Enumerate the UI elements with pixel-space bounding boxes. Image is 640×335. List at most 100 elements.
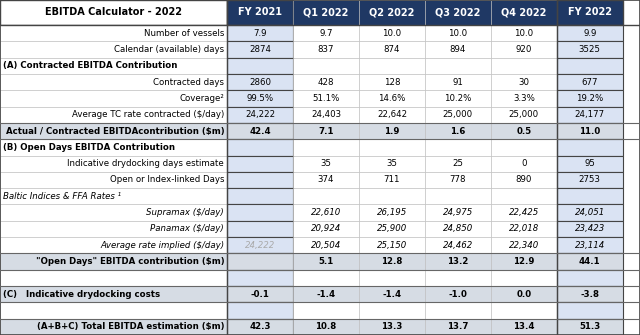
Text: 35: 35 [387,159,397,168]
Bar [491,303,557,319]
Bar [491,74,557,90]
Bar [359,319,425,335]
Bar [491,188,557,204]
Bar [557,188,623,204]
Text: 12.9: 12.9 [513,257,534,266]
Bar [227,123,293,139]
Bar [491,319,557,335]
Bar [293,0,359,25]
Bar [0,90,227,107]
Bar [227,25,293,41]
Bar [557,204,623,221]
Bar [557,90,623,107]
Bar [0,319,227,335]
Text: 890: 890 [516,176,532,185]
Bar [0,0,227,25]
Bar [293,139,359,155]
Bar [293,270,359,286]
Bar [227,74,293,90]
Text: 1.9: 1.9 [384,127,400,136]
Bar [0,139,227,155]
Text: 24,462: 24,462 [443,241,473,250]
Text: 7.9: 7.9 [253,28,267,38]
Bar [293,221,359,237]
Bar [0,107,227,123]
Text: -0.1: -0.1 [251,290,269,299]
Bar [293,286,359,303]
Bar [227,303,293,319]
Bar [359,58,425,74]
Bar [425,25,491,41]
Text: Coverage²: Coverage² [179,94,224,103]
Text: 24,975: 24,975 [443,208,473,217]
Bar [0,286,227,303]
Bar [557,286,623,303]
Text: (A+B+C) Total EBITDA estimation ($m): (A+B+C) Total EBITDA estimation ($m) [36,322,224,331]
Text: Panamax ($/day): Panamax ($/day) [150,224,224,233]
Bar [359,270,425,286]
Text: 42.3: 42.3 [250,322,271,331]
Bar [491,0,557,25]
Text: 51.3: 51.3 [579,322,600,331]
Text: 25,150: 25,150 [377,241,407,250]
Bar [359,188,425,204]
Text: 2753: 2753 [579,176,601,185]
Bar [359,0,425,25]
Bar [491,172,557,188]
Text: 0.5: 0.5 [516,127,531,136]
Text: 99.5%: 99.5% [246,94,274,103]
Bar [293,74,359,90]
Bar [557,25,623,41]
Bar [557,123,623,139]
Bar [491,286,557,303]
Text: EBITDA Calculator - 2022: EBITDA Calculator - 2022 [45,7,182,17]
Text: 13.4: 13.4 [513,322,534,331]
Bar [0,172,227,188]
Text: FY 2022: FY 2022 [568,7,612,17]
Bar [425,253,491,270]
Bar [491,270,557,286]
Text: 22,642: 22,642 [377,110,407,119]
Text: 5.1: 5.1 [319,257,333,266]
Text: 24,403: 24,403 [311,110,341,119]
Text: 874: 874 [384,45,400,54]
Text: 9.7: 9.7 [319,28,333,38]
Bar [557,0,623,25]
Bar [425,107,491,123]
Bar [557,270,623,286]
Text: 51.1%: 51.1% [312,94,340,103]
Text: 22,610: 22,610 [311,208,341,217]
Text: 374: 374 [318,176,334,185]
Bar [425,319,491,335]
Bar [359,107,425,123]
Bar [227,107,293,123]
Text: 0: 0 [521,159,527,168]
Bar [293,58,359,74]
Text: 23,423: 23,423 [575,224,605,233]
Bar [491,58,557,74]
Bar [227,237,293,253]
Bar [491,253,557,270]
Bar [0,253,227,270]
Text: 1.6: 1.6 [450,127,466,136]
Text: Baltic Indices & FFA Rates ¹: Baltic Indices & FFA Rates ¹ [3,192,121,201]
Bar [491,90,557,107]
Bar [227,0,293,25]
Text: 95: 95 [584,159,595,168]
Text: 24,850: 24,850 [443,224,473,233]
Bar [0,221,227,237]
Bar [359,221,425,237]
Text: Q2 2022: Q2 2022 [369,7,415,17]
Bar [491,221,557,237]
Text: 10.2%: 10.2% [444,94,472,103]
Bar [491,25,557,41]
Text: Average rate implied ($/day): Average rate implied ($/day) [100,241,224,250]
Bar [425,139,491,155]
Text: 428: 428 [318,78,334,86]
Text: 9.9: 9.9 [583,28,596,38]
Text: FY 2021: FY 2021 [238,7,282,17]
Text: 20,504: 20,504 [311,241,341,250]
Text: 7.1: 7.1 [318,127,334,136]
Text: (A) Contracted EBITDA Contribution: (A) Contracted EBITDA Contribution [3,61,177,70]
Bar [491,41,557,58]
